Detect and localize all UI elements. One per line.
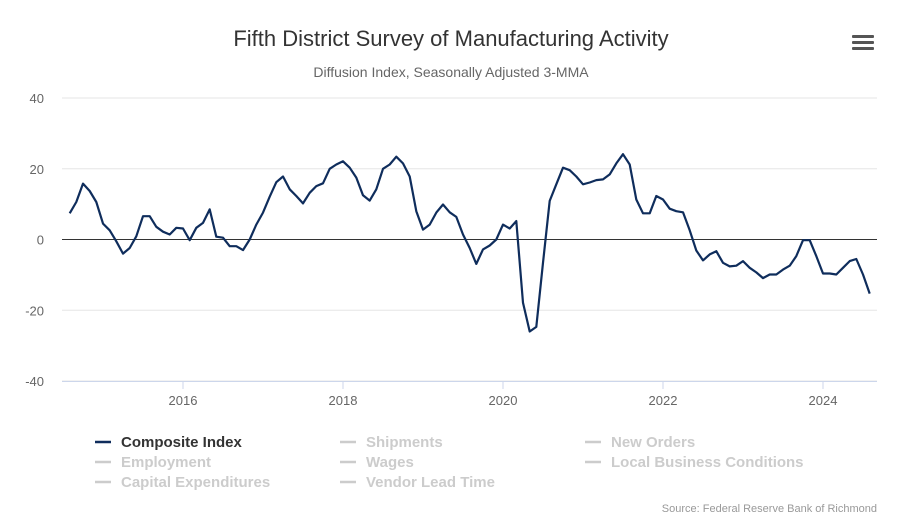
legend-label: New Orders	[611, 434, 695, 451]
x-tick-label: 2016	[169, 393, 198, 408]
legend-item-vendor-lead-time[interactable]: Vendor Lead Time	[340, 474, 495, 491]
source-credit: Source: Federal Reserve Bank of Richmond	[662, 503, 877, 515]
y-tick-label: 40	[30, 91, 44, 106]
legend-item-composite-index[interactable]: Composite Index	[95, 434, 243, 451]
y-axis: 40 20 0 -20 -40	[25, 91, 44, 389]
x-tick-label: 2020	[489, 393, 518, 408]
legend-item-wages[interactable]: Wages	[340, 454, 414, 471]
grid-lines	[62, 97, 877, 382]
x-tick-label: 2024	[809, 393, 838, 408]
legend-label: Vendor Lead Time	[366, 474, 495, 491]
series-line-composite-index[interactable]	[68, 153, 871, 333]
legend-label: Composite Index	[121, 434, 243, 451]
chart-title: Fifth District Survey of Manufacturing A…	[233, 26, 668, 51]
legend-item-new-orders[interactable]: New Orders	[585, 434, 695, 451]
legend-label: Capital Expenditures	[121, 474, 270, 491]
legend-label: Wages	[366, 454, 414, 471]
series-lines	[68, 153, 871, 333]
y-tick-label: -20	[25, 303, 44, 318]
legend-label: Employment	[121, 454, 211, 471]
x-tick-label: 2022	[649, 393, 678, 408]
legend-label: Shipments	[366, 434, 443, 451]
y-tick-label: -40	[25, 374, 44, 389]
legend-item-local-business-conditions[interactable]: Local Business Conditions	[585, 454, 804, 471]
y-tick-label: 0	[37, 233, 44, 248]
legend: Composite Index Shipments New Orders Employ…	[95, 434, 804, 491]
legend-item-employment[interactable]: Employment	[95, 454, 211, 471]
chart-subtitle: Diffusion Index, Seasonally Adjusted 3-M…	[313, 64, 589, 80]
x-axis: 2016 2018 2020 2022 2024	[62, 381, 877, 408]
x-tick-label: 2018	[329, 393, 358, 408]
legend-label: Local Business Conditions	[611, 454, 804, 471]
legend-item-capital-expenditures[interactable]: Capital Expenditures	[95, 474, 270, 491]
hamburger-menu-icon[interactable]	[852, 35, 874, 50]
y-tick-label: 20	[30, 162, 44, 177]
legend-item-shipments[interactable]: Shipments	[340, 434, 443, 451]
